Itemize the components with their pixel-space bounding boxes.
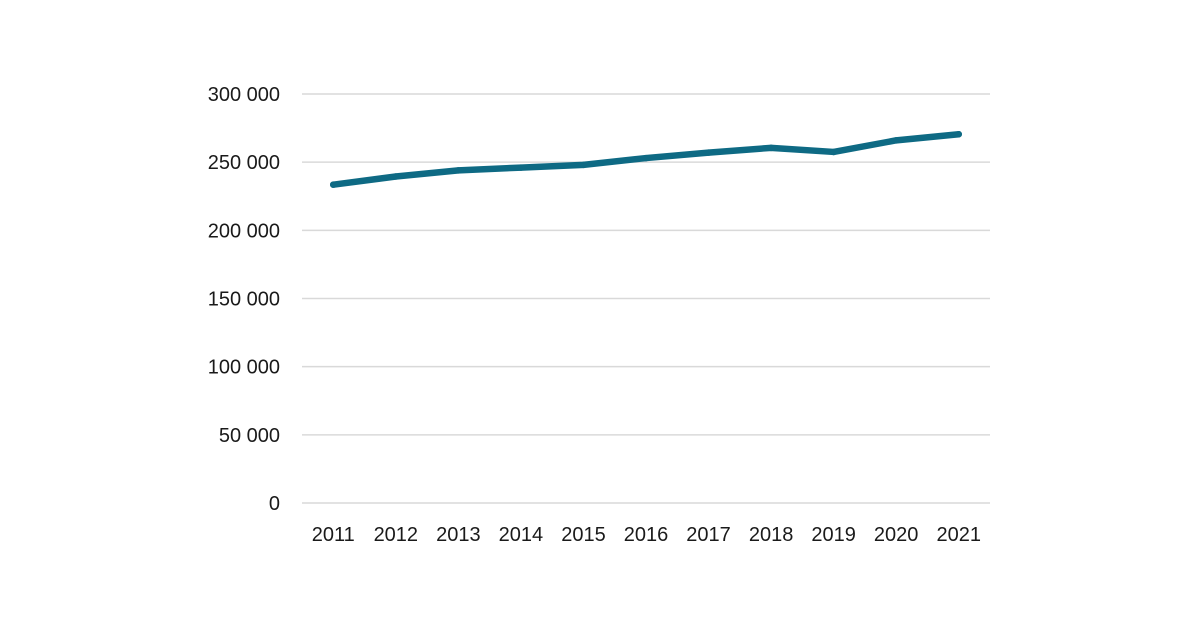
x-tick-label: 2013 [436, 524, 481, 546]
x-tick-label: 2017 [686, 524, 731, 546]
y-tick-label: 150 000 [208, 289, 280, 311]
x-tick-label: 2011 [312, 524, 355, 546]
data-point [642, 154, 650, 162]
x-tick-label: 2016 [624, 524, 669, 546]
data-point [830, 148, 837, 156]
y-tick-label: 250 000 [208, 152, 280, 174]
y-tick-label: 100 000 [208, 357, 280, 379]
data-point [955, 130, 962, 138]
data-point [580, 161, 587, 169]
gridlines [302, 93, 990, 504]
x-tick-label: 2019 [811, 524, 856, 546]
data-point [705, 149, 712, 156]
x-axis-tick-labels: 2011 2012 2013 2014 2015 2016 2017 2018 2019 2020… [312, 524, 981, 546]
y-tick-label: 200 000 [208, 220, 280, 242]
data-point [517, 164, 525, 171]
data-point [892, 137, 900, 144]
x-tick-label: 2020 [874, 524, 919, 546]
x-tick-label: 2014 [499, 524, 544, 546]
y-tick-label: 50 000 [219, 425, 280, 447]
data-point [330, 181, 337, 188]
series-lines [330, 130, 962, 188]
x-tick-label: 2018 [749, 524, 794, 546]
x-tick-label: 2015 [561, 524, 606, 546]
y-tick-label: 300 000 [208, 84, 280, 106]
data-point [455, 167, 462, 174]
y-tick-label: 0 [269, 493, 280, 515]
data-point [392, 173, 400, 180]
y-axis-tick-labels: 0 50 000 100 000 150 000 200 000 250 000 300 0… [208, 84, 280, 515]
data-point [767, 144, 775, 152]
x-tick-label: 2012 [374, 524, 419, 546]
x-tick-label: 2021 [936, 524, 981, 546]
